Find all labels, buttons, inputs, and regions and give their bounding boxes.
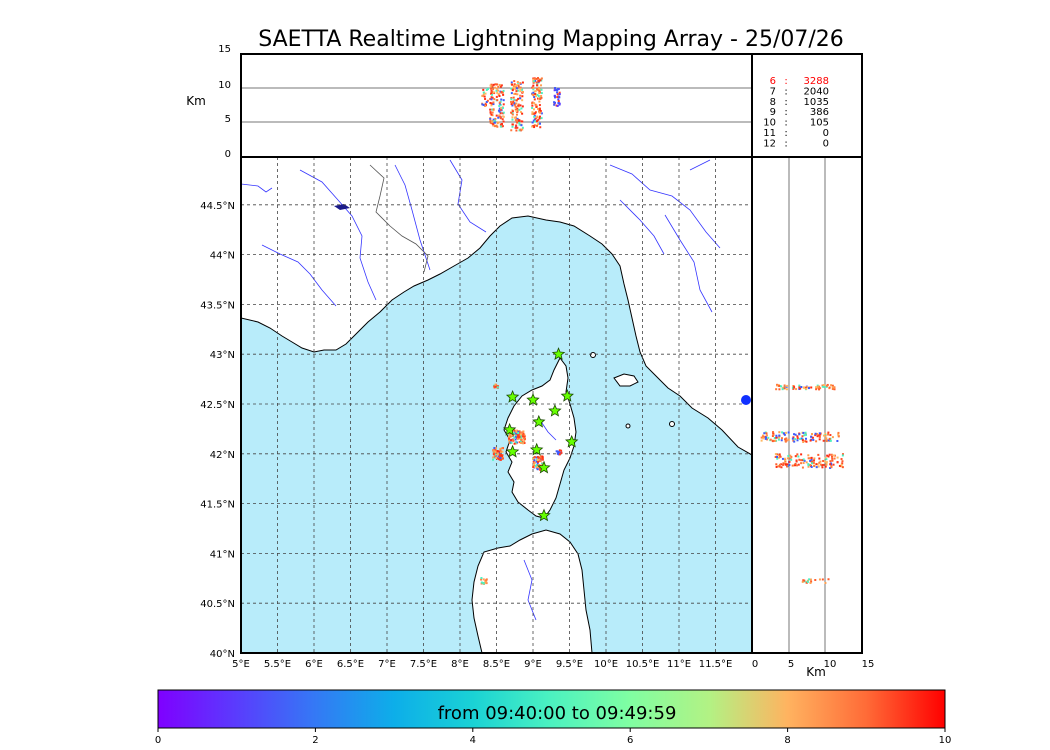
count-level-label: 12 xyxy=(763,138,776,149)
lat-tick-label: 41°N xyxy=(210,549,235,560)
count-separator: : xyxy=(784,107,787,118)
corsica-island xyxy=(503,357,577,519)
station-marker xyxy=(537,460,551,474)
station-marker xyxy=(548,403,562,417)
lon-tick-label: 11°E xyxy=(667,659,691,670)
count-level-label: 6 xyxy=(770,76,776,87)
count-value: 2040 xyxy=(804,86,829,97)
lat-tick-label: 42°N xyxy=(210,450,235,461)
lake xyxy=(334,204,350,210)
colorbar-tick: 2 xyxy=(312,735,318,746)
lon-tick-label: 7.5°E xyxy=(410,659,437,670)
count-level-label: 10 xyxy=(763,118,776,129)
map-panel xyxy=(240,156,753,654)
lat-tick-label: 42.5°N xyxy=(200,400,235,411)
map-lightning-points xyxy=(480,383,751,585)
border-line xyxy=(369,164,429,273)
count-separator: : xyxy=(784,128,787,139)
side-axis-label: Km xyxy=(806,665,826,679)
count-level-label: 7 xyxy=(770,86,776,97)
altitude-axis-label: Km xyxy=(186,94,206,108)
colorbar-time-range: from 09:40:00 to 09:49:59 xyxy=(438,703,677,724)
station-marker xyxy=(560,388,574,402)
station-marker xyxy=(505,444,520,458)
lat-tick-label: 43°N xyxy=(210,350,235,361)
side-tick-15: 15 xyxy=(862,659,875,670)
lat-tick-label: 44°N xyxy=(210,251,235,262)
counts-panel: 6: 3288 7: 2040 8: 1035 9: 386 10: 105 11: 0 12: 0 xyxy=(751,53,863,158)
lon-tick-label: 10.5°E xyxy=(626,659,660,670)
colorbar-tick: 8 xyxy=(784,735,790,746)
rivers xyxy=(241,159,721,621)
station-marker xyxy=(505,389,520,403)
side-altitude-panel xyxy=(751,156,863,654)
station-marker xyxy=(529,442,544,456)
colorbar-tick: 10 xyxy=(939,735,952,746)
side-tick-10: 10 xyxy=(824,659,837,670)
lon-tick-label: 6°E xyxy=(305,659,323,670)
station-marker xyxy=(565,434,579,448)
lon-tick-label: 6.5°E xyxy=(337,659,364,670)
lat-tick-label: 44.5°N xyxy=(200,201,235,212)
lon-tick-label: 11.5°E xyxy=(699,659,733,670)
count-separator: : xyxy=(784,118,787,129)
lon-tick-label: 8°E xyxy=(451,659,469,670)
lon-tick-label: 10°E xyxy=(594,659,618,670)
side-lightning-points xyxy=(760,383,844,584)
station-marker xyxy=(551,347,566,360)
station-marker xyxy=(526,392,540,406)
map-grid xyxy=(241,157,752,653)
count-separator: : xyxy=(784,76,787,87)
giglio-island xyxy=(669,421,675,427)
lon-tick-label: 5°E xyxy=(232,659,250,670)
station-marker xyxy=(537,508,551,522)
alt-tick-5: 5 xyxy=(225,114,231,125)
lon-tick-label: 7°E xyxy=(378,659,396,670)
capraia-island xyxy=(590,352,596,358)
lon-tick-label: 9.5°E xyxy=(556,659,583,670)
count-value: 386 xyxy=(810,107,829,118)
lat-tick-label: 40°N xyxy=(210,649,235,660)
station-marker xyxy=(532,414,546,428)
lon-tick-label: 8.5°E xyxy=(483,659,510,670)
count-value: 3288 xyxy=(804,76,829,87)
altitude-lightning-points xyxy=(481,77,561,132)
altitude-panel xyxy=(240,53,753,158)
lon-tick-label: 5.5°E xyxy=(264,659,291,670)
count-level-label: 9 xyxy=(770,107,776,118)
montecristo-island xyxy=(625,423,631,429)
alt-tick-10: 10 xyxy=(218,80,231,91)
figure-title: SAETTA Realtime Lightning Mapping Array … xyxy=(258,27,844,52)
colorbar-tick: 0 xyxy=(155,735,161,746)
count-separator: : xyxy=(784,138,787,149)
colorbar: from 09:40:00 to 09:49:59 xyxy=(157,689,946,729)
count-value: 0 xyxy=(823,128,829,139)
colorbar-tick: 6 xyxy=(627,735,633,746)
lat-tick-label: 41.5°N xyxy=(200,500,235,511)
count-separator: : xyxy=(784,86,787,97)
lat-tick-label: 43.5°N xyxy=(200,300,235,311)
count-separator: : xyxy=(784,97,787,108)
lma-stations xyxy=(502,347,579,522)
lat-tick-label: 40.5°N xyxy=(200,599,235,610)
elba-island xyxy=(613,373,639,387)
count-level-label: 8 xyxy=(770,97,776,108)
side-tick-0: 0 xyxy=(752,659,758,670)
sardinia-island xyxy=(471,529,593,653)
station-marker xyxy=(502,422,517,436)
side-tick-5: 5 xyxy=(788,659,794,670)
count-value: 0 xyxy=(823,138,829,149)
alt-tick-0: 0 xyxy=(225,149,231,160)
alt-tick-15: 15 xyxy=(218,44,231,55)
colorbar-tick: 4 xyxy=(470,735,476,746)
mainland xyxy=(241,157,752,456)
count-value: 1035 xyxy=(804,97,829,108)
lon-tick-label: 9°E xyxy=(524,659,542,670)
count-value: 105 xyxy=(810,118,829,129)
count-level-label: 11 xyxy=(763,128,776,139)
